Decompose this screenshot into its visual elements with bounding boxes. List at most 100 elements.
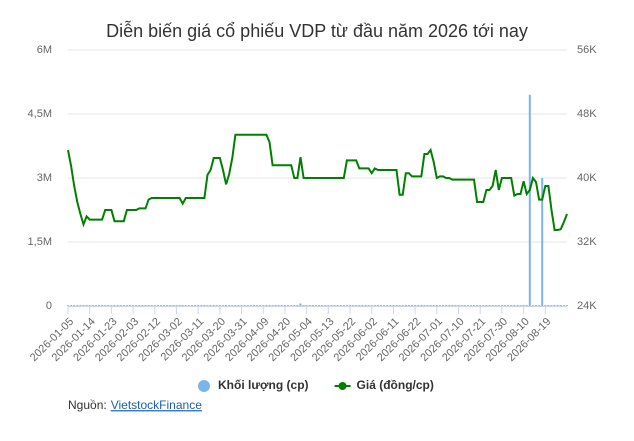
y-tick-label: 0 (46, 300, 52, 312)
volume-bar (516, 305, 519, 306)
volume-bar (76, 305, 79, 306)
volume-bar (141, 305, 144, 306)
volume-bar (445, 305, 448, 306)
volume-bar (324, 305, 327, 306)
volume-bar (463, 305, 466, 306)
volume-bar (559, 305, 562, 306)
volume-bar (88, 305, 91, 306)
volume-bar (277, 305, 280, 306)
volume-bar (398, 305, 401, 306)
volume-bar (566, 305, 568, 306)
volume-bar (525, 305, 528, 306)
volume-bar (469, 305, 472, 306)
volume-bar (420, 305, 423, 306)
volume-bar (67, 305, 69, 306)
legend-item[interactable]: Khối lượng (cp) (198, 378, 309, 392)
volume-bar (218, 305, 221, 306)
volume-bar (401, 305, 404, 306)
volume-bar (500, 305, 503, 306)
volume-bar (476, 305, 479, 306)
volume-bar (132, 305, 135, 306)
volume-bar (327, 305, 330, 306)
volume-bar (395, 305, 398, 306)
volume-bar (243, 305, 246, 306)
y-tick-label: 1,5M (28, 236, 52, 248)
volume-bar (336, 305, 339, 306)
chart-title: Diễn biến giá cổ phiếu VDP từ đầu năm 20… (106, 20, 528, 41)
volume-bar (128, 305, 131, 306)
volume-bar (172, 305, 175, 306)
legend-marker (338, 382, 347, 390)
volume-bar (287, 305, 290, 306)
volume-bar (547, 305, 550, 306)
volume-bar (187, 305, 190, 306)
volume-bar (333, 305, 336, 306)
volume-bar (376, 305, 379, 306)
volume-bar (283, 305, 286, 306)
volume-bar (135, 305, 138, 306)
volume-bar (311, 305, 314, 306)
volume-bar (153, 305, 156, 306)
source-link[interactable]: VietstockFinance (111, 398, 202, 412)
volume-bar (234, 305, 237, 306)
volume-bar (494, 305, 497, 306)
volume-bar (156, 305, 159, 306)
volume-bar (314, 305, 317, 306)
y-tick-label: 4,5M (28, 108, 52, 120)
volume-bar (212, 305, 215, 306)
volume-bar (97, 305, 100, 306)
y2-tick-label: 48K (577, 108, 597, 120)
volume-bar (200, 305, 203, 306)
legend-marker (198, 380, 210, 392)
volume-bar (488, 305, 491, 306)
volume-bar (330, 305, 333, 306)
legend-item[interactable]: Giá (đồng/cp) (334, 378, 434, 392)
volume-bar (358, 305, 361, 306)
volume-bar (110, 305, 113, 306)
volume-bar (70, 305, 73, 306)
volume-bar (485, 305, 488, 306)
volume-bar (293, 305, 296, 306)
volume-bar (504, 305, 507, 306)
y-tick-label: 6M (37, 44, 52, 56)
volume-bar (262, 305, 265, 306)
volume-bar (116, 305, 119, 306)
volume-bar (113, 305, 116, 306)
volume-bar (181, 305, 184, 306)
volume-bar (79, 305, 82, 306)
volume-bar (432, 305, 435, 306)
volume-bar (352, 305, 355, 306)
volume-bar (482, 305, 485, 306)
volume-bar (318, 305, 321, 306)
volume-bar (73, 305, 76, 306)
volume-bar (159, 305, 162, 306)
volume-bar (268, 305, 271, 306)
volume-bar (466, 305, 469, 306)
volume-bar (147, 305, 150, 306)
volume-bar (144, 305, 147, 306)
volume-bar (497, 305, 500, 306)
volume-bar (429, 305, 432, 306)
volume-bar (407, 305, 410, 306)
volume-bar (562, 305, 565, 306)
volume-bar (535, 305, 538, 306)
y-tick-label: 3M (37, 172, 52, 184)
volume-bar (454, 305, 457, 306)
volume-bar (553, 305, 556, 306)
volume-bar (417, 305, 420, 306)
volume-bar (221, 305, 224, 306)
volume-bar (246, 305, 249, 306)
volume-bar (107, 305, 110, 306)
volume-bar (367, 305, 370, 306)
volume-bar (460, 305, 463, 306)
volume-bar (383, 305, 386, 306)
volume-bar (203, 305, 206, 306)
volume-bar (531, 305, 534, 306)
volume-bar (215, 305, 218, 306)
volume-bar (85, 305, 88, 306)
volume-bar (231, 305, 234, 306)
volume-bar (538, 305, 541, 306)
volume-bar (175, 305, 178, 306)
volume-bar (296, 305, 299, 306)
